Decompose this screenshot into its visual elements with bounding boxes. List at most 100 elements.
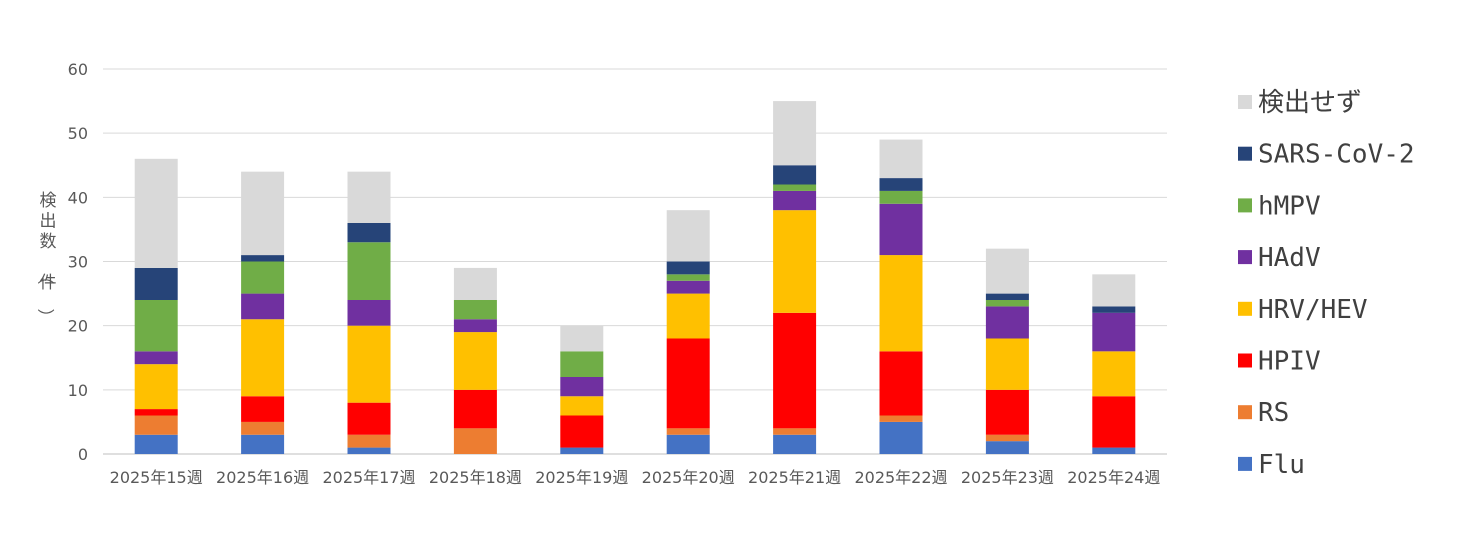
bar-segment [773, 101, 817, 166]
legend-swatch [1238, 353, 1252, 368]
bar-segment [985, 306, 1029, 339]
y-tick-label: 20 [68, 317, 88, 336]
x-tick-label: 2025年15週 [110, 468, 203, 487]
y-tick-label: 10 [68, 381, 88, 400]
legend-label: HAdV [1258, 243, 1321, 273]
legend-swatch [1238, 250, 1252, 265]
bar-segment [347, 171, 391, 223]
bar-segment [666, 434, 710, 454]
bar-segment [666, 280, 710, 294]
bar-segment [560, 351, 604, 377]
bar-segment [666, 274, 710, 281]
bar-segment [134, 158, 178, 268]
x-tick-label: 2025年17週 [322, 468, 415, 487]
legend-label: 検出せず [1258, 88, 1362, 118]
bar-segment [134, 415, 178, 435]
bar-segment [666, 293, 710, 339]
bar-segment [560, 415, 604, 448]
bar-segment [241, 171, 285, 256]
bar-segment [134, 409, 178, 416]
x-tick-label: 2025年16週 [216, 468, 309, 487]
bar-segment [1092, 306, 1136, 313]
bar-segment [1092, 351, 1136, 397]
bar-segment [241, 421, 285, 435]
bar-segment [453, 300, 497, 320]
bar-segment [560, 377, 604, 397]
bar-segment [879, 351, 923, 416]
bar-segment [773, 428, 817, 435]
bar-segment [773, 165, 817, 185]
legend-label: RS [1258, 398, 1289, 428]
bar-segment [985, 300, 1029, 307]
bar-segment [879, 178, 923, 191]
y-tick-label: 40 [68, 188, 88, 207]
legend-swatch [1238, 301, 1252, 316]
bar-segment [1092, 312, 1136, 352]
y-tick-labels: 0 10 20 30 40 50 60 [68, 60, 88, 464]
bar-segment [773, 210, 817, 313]
legend: 検出せず SARS-CoV-2 hMPV HAdV HRV/HEV HPIV RS Flu [1238, 88, 1415, 480]
bar-segment [134, 434, 178, 454]
bar-segment [241, 293, 285, 320]
y-tick-label: 50 [68, 124, 88, 143]
bar-segment [879, 421, 923, 454]
y-tick-label: 0 [78, 445, 88, 464]
bar-segment [560, 396, 604, 416]
x-tick-label: 2025年22週 [854, 468, 947, 487]
bar-segment [666, 210, 710, 262]
bar-segment [666, 338, 710, 429]
legend-label: HRV/HEV [1258, 295, 1368, 325]
bar-segment [879, 139, 923, 179]
x-tick-label: 2025年20週 [642, 468, 735, 487]
bar-segment [347, 447, 391, 454]
bar-segment [241, 434, 285, 454]
x-tick-label: 2025年18週 [429, 468, 522, 487]
bar-segment [134, 300, 178, 352]
bar-segment [453, 319, 497, 333]
x-tick-labels: 2025年15週 2025年16週 2025年17週 2025年18週 2025年19週… [110, 468, 1161, 487]
bar-segment [347, 325, 391, 403]
bar-segment [347, 402, 391, 435]
bar-segment [134, 364, 178, 410]
x-tick-label: 2025年24週 [1067, 468, 1160, 487]
bar-segment [1092, 396, 1136, 448]
bar-segment [453, 267, 497, 300]
bar-segment [560, 325, 604, 352]
legend-swatch [1238, 146, 1252, 161]
legend-label: hMPV [1258, 191, 1321, 221]
bar-segment [241, 255, 285, 262]
y-tick-label: 60 [68, 60, 88, 79]
bar-segment [241, 261, 285, 294]
bar-segment [879, 203, 923, 256]
bar-segment [666, 261, 710, 275]
bar-segment [241, 396, 285, 422]
bar-segment [879, 415, 923, 422]
bar-segment [666, 428, 710, 435]
bar-segment [560, 447, 604, 454]
y-axis-label: 検出数（件） [35, 191, 57, 326]
x-tick-label: 2025年21週 [748, 468, 841, 487]
legend-swatch [1238, 456, 1252, 471]
bar-segment [879, 255, 923, 352]
bar-segment [347, 242, 391, 300]
bar-segment [1092, 274, 1136, 307]
x-tick-label: 2025年23週 [961, 468, 1054, 487]
bar-segment [985, 293, 1029, 300]
bar-segment [347, 434, 391, 448]
bar-segment [453, 428, 497, 454]
bar-segment [134, 267, 178, 300]
legend-swatch [1238, 198, 1252, 213]
bar-segment [453, 389, 497, 429]
legend-label: HPIV [1258, 347, 1321, 377]
legend-label: Flu [1258, 450, 1305, 480]
bar-segment [1092, 447, 1136, 454]
legend-swatch [1238, 405, 1252, 420]
bar-segment [347, 300, 391, 326]
bar-segment [241, 319, 285, 397]
x-tick-label: 2025年19週 [535, 468, 628, 487]
bar-segment [347, 223, 391, 243]
bar-segment [985, 389, 1029, 435]
bar-segment [985, 434, 1029, 442]
bar-segment [773, 312, 817, 429]
bar-segment [773, 434, 817, 454]
